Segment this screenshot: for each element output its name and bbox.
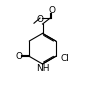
- Text: O: O: [15, 52, 22, 61]
- Text: Cl: Cl: [60, 53, 69, 62]
- Text: NH: NH: [36, 64, 49, 73]
- Text: O: O: [36, 14, 43, 23]
- Text: O: O: [49, 6, 56, 15]
